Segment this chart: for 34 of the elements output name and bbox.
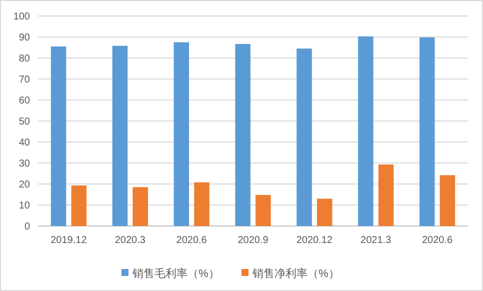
x-tick-label: 2019.12 [50, 235, 88, 246]
bar [440, 175, 456, 226]
y-tick-label: 90 [18, 32, 30, 44]
bar [112, 46, 128, 226]
y-tick-label: 30 [18, 158, 30, 170]
bar [194, 182, 210, 226]
bar [419, 37, 435, 226]
bar [235, 44, 250, 226]
y-tick-label: 70 [18, 74, 30, 86]
bar [256, 194, 271, 226]
x-tick-label: 2021.3 [360, 235, 392, 246]
bar [50, 46, 66, 226]
x-tick-label: 2020.12 [296, 235, 333, 246]
y-tick-label: 100 [13, 12, 30, 22]
y-tick-label: 50 [18, 116, 30, 128]
x-tick-label: 2020.3 [114, 235, 146, 246]
bar [316, 198, 332, 226]
y-tick-label: 80 [18, 54, 30, 64]
x-tick-label: 2020.6 [176, 235, 208, 246]
y-tick-label: 10 [18, 200, 30, 212]
y-tick-label: 40 [18, 138, 30, 148]
y-tick-label: 60 [18, 96, 30, 106]
legend-label: 销售净利率（%） [252, 266, 340, 280]
x-tick-label: 2020.9 [238, 235, 269, 246]
x-tick-label: 2020.6 [422, 235, 454, 246]
bar [71, 185, 87, 226]
bar [132, 187, 148, 226]
bar [378, 164, 394, 226]
bar [358, 36, 374, 226]
bar [174, 42, 190, 226]
y-tick-label: 0 [24, 222, 30, 232]
y-tick-label: 20 [18, 180, 30, 190]
legend-label: 销售毛利率（%） [132, 266, 220, 280]
bar [296, 48, 312, 226]
